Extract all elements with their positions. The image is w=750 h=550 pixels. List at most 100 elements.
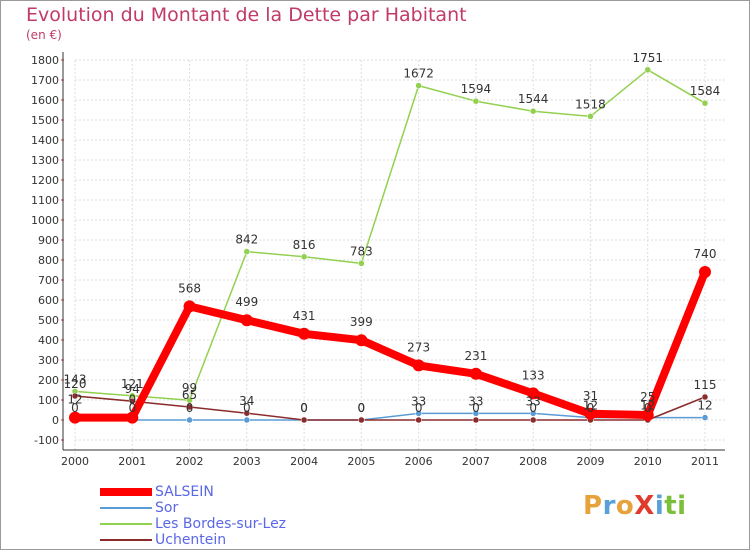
logo-letter: i — [654, 491, 665, 521]
data-point-les-bordes-sur-lez — [587, 113, 594, 120]
data-label-sor: 33 — [411, 394, 426, 408]
series-line-salsein — [71, 268, 709, 422]
series-line-uchentein — [74, 395, 706, 421]
data-point-salsein — [69, 411, 81, 424]
data-label-sor: 12 — [583, 399, 598, 413]
logo-letter: o — [615, 491, 635, 521]
data-point-uchentein — [529, 416, 537, 424]
legend-label-uchentein: Uchentein — [155, 532, 227, 548]
data-point-sor — [472, 410, 480, 417]
x-tick-label: 2004 — [290, 455, 318, 468]
data-label-salsein: 12 — [67, 393, 82, 407]
legend-swatch-salsein — [100, 488, 152, 496]
y-tick-label: -100 — [34, 434, 59, 447]
data-point-les-bordes-sur-lez — [358, 260, 365, 267]
logo-letter: t — [664, 491, 678, 521]
data-point-sor — [529, 410, 537, 417]
data-point-salsein — [699, 266, 711, 278]
data-label-sor: 0 — [186, 401, 194, 415]
data-point-les-bordes-sur-lez — [186, 396, 193, 404]
data-point-les-bordes-sur-lez — [701, 99, 709, 107]
y-tick-label: 300 — [38, 354, 59, 367]
data-label-uchentein: 0 — [587, 401, 595, 415]
data-point-uchentein — [129, 397, 136, 405]
legend-swatch-les-bordes — [100, 523, 152, 525]
data-point-les-bordes-sur-lez — [415, 82, 422, 89]
data-label-uchentein: 0 — [358, 401, 366, 415]
data-label-uchentein: 0 — [472, 401, 480, 415]
y-tick-label: 700 — [38, 274, 59, 287]
legend-label-sor: Sor — [155, 500, 179, 516]
y-tick-label: 500 — [38, 314, 59, 327]
data-point-salsein — [527, 387, 540, 400]
data-point-salsein — [298, 327, 311, 340]
y-tick-label: 400 — [38, 334, 59, 347]
legend-swatch-uchentein — [100, 539, 152, 541]
logo-letter: i — [677, 491, 687, 521]
data-label-les-bordes-sur-lez: 1544 — [518, 92, 549, 106]
data-label-sor: 0 — [300, 401, 308, 415]
x-tick-label: 2001 — [118, 455, 146, 468]
y-tick-label: 800 — [38, 254, 59, 267]
y-tick-label: 1400 — [31, 134, 59, 147]
data-label-salsein: 0 — [128, 393, 136, 407]
x-tick-label: 2005 — [347, 455, 375, 468]
x-tick-label: 2006 — [405, 455, 433, 468]
data-point-uchentein — [71, 392, 79, 400]
legend-label-salsein: SALSEIN — [155, 484, 214, 500]
data-point-uchentein — [358, 416, 365, 424]
data-label-salsein: 273 — [407, 340, 430, 354]
logo-letter: P — [583, 491, 603, 521]
data-point-sor — [415, 410, 422, 417]
data-label-salsein: 431 — [293, 309, 316, 323]
x-tick-label: 2009 — [576, 455, 604, 468]
data-label-les-bordes-sur-lez: 842 — [235, 233, 258, 247]
y-tick-label: 1200 — [31, 174, 59, 187]
data-label-uchentein: 0 — [415, 401, 423, 415]
y-tick-label: 0 — [52, 414, 59, 427]
data-point-les-bordes-sur-lez — [472, 97, 480, 105]
data-label-salsein: 133 — [522, 368, 545, 382]
legend-swatch-sor — [100, 507, 152, 509]
y-tick-label: 1500 — [31, 114, 59, 127]
data-label-sor: 33 — [526, 394, 541, 408]
data-label-les-bordes-sur-lez: 1751 — [632, 51, 663, 65]
y-tick-label: 1000 — [31, 214, 59, 227]
data-label-sor: 0 — [358, 401, 366, 415]
data-point-uchentein — [415, 416, 422, 424]
data-point-salsein — [584, 407, 597, 420]
x-tick-label: 2003 — [233, 455, 261, 468]
data-label-les-bordes-sur-lez: 143 — [64, 372, 87, 386]
data-point-salsein — [412, 359, 425, 372]
data-label-salsein: 399 — [350, 315, 373, 329]
data-label-salsein: 31 — [583, 389, 598, 403]
data-label-salsein: 740 — [694, 247, 717, 261]
data-point-les-bordes-sur-lez — [529, 107, 537, 115]
data-point-salsein — [641, 409, 654, 421]
data-label-les-bordes-sur-lez: 121 — [121, 377, 144, 391]
x-tick-label: 2010 — [634, 455, 662, 468]
data-point-les-bordes-sur-lez — [300, 253, 308, 261]
y-tick-label: 600 — [38, 294, 59, 307]
legend-item-salsein: SALSEIN — [100, 484, 360, 500]
data-point-salsein — [240, 314, 253, 327]
data-label-les-bordes-sur-lez: 1518 — [575, 97, 606, 111]
data-label-uchentein: 120 — [64, 377, 87, 391]
data-point-les-bordes-sur-lez — [644, 66, 651, 74]
data-label-les-bordes-sur-lez: 1672 — [403, 67, 434, 81]
data-point-salsein — [183, 300, 196, 313]
unit-label: (en €) — [26, 28, 62, 42]
data-label-uchentein: 34 — [239, 394, 254, 408]
legend-item-les-bordes: Les Bordes-sur-Lez — [100, 516, 360, 532]
data-label-les-bordes-sur-lez: 1594 — [461, 82, 492, 96]
y-tick-label: 1600 — [31, 94, 59, 107]
data-label-salsein: 25 — [640, 390, 655, 404]
legend-item-uchentein: Uchentein — [100, 532, 360, 548]
legend-item-sor: Sor — [100, 500, 360, 516]
data-point-salsein — [469, 367, 482, 380]
data-point-uchentein — [472, 416, 480, 424]
x-tick-label: 2008 — [519, 455, 547, 468]
y-tick-label: 100 — [38, 394, 59, 407]
